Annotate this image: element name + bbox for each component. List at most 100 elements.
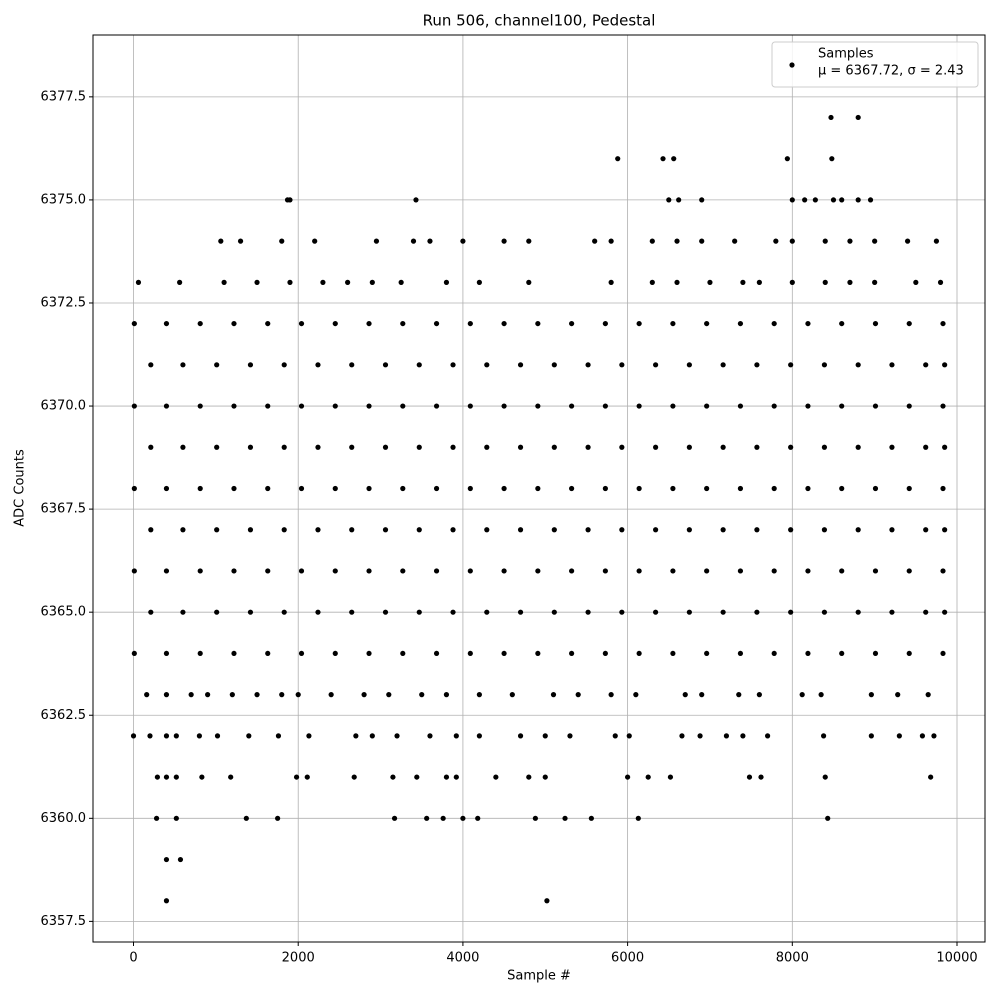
point xyxy=(625,774,631,780)
point xyxy=(585,609,591,615)
point xyxy=(889,444,895,450)
point xyxy=(163,650,170,657)
point xyxy=(940,403,946,409)
point xyxy=(180,444,186,450)
point xyxy=(551,527,557,533)
point xyxy=(720,444,726,450)
point xyxy=(424,815,430,821)
point xyxy=(147,733,153,739)
point xyxy=(484,444,490,450)
point xyxy=(214,733,221,739)
point xyxy=(382,527,389,533)
point xyxy=(484,609,490,615)
point xyxy=(535,650,541,657)
point xyxy=(867,197,874,203)
point xyxy=(275,815,281,821)
point xyxy=(351,774,357,780)
points xyxy=(130,114,948,904)
point xyxy=(416,362,422,368)
point xyxy=(720,362,726,368)
point xyxy=(676,197,682,203)
point xyxy=(670,403,676,409)
point xyxy=(821,444,828,450)
point xyxy=(163,774,170,780)
y-tick-label: 6365.0 xyxy=(41,605,87,620)
point xyxy=(484,527,490,533)
point xyxy=(400,568,406,574)
point xyxy=(697,733,703,739)
point xyxy=(214,444,220,450)
point xyxy=(636,568,642,574)
point xyxy=(670,568,676,574)
point xyxy=(602,320,608,327)
point xyxy=(332,403,338,409)
point xyxy=(855,527,861,533)
point xyxy=(788,609,794,615)
point xyxy=(413,197,419,203)
point xyxy=(295,692,301,698)
point xyxy=(199,774,205,780)
point xyxy=(315,362,321,368)
point xyxy=(820,733,827,739)
point xyxy=(427,238,433,244)
point xyxy=(517,609,524,615)
x-tick-label: 4000 xyxy=(446,951,479,966)
point xyxy=(942,362,948,368)
point xyxy=(737,403,744,409)
x-tick-label: 6000 xyxy=(611,951,644,966)
point xyxy=(315,444,321,450)
point xyxy=(180,609,186,615)
point xyxy=(353,733,359,739)
legend: Samples μ = 6367.72, σ = 2.43 xyxy=(771,41,979,88)
point xyxy=(416,609,422,615)
point xyxy=(443,774,450,780)
point xyxy=(872,403,879,409)
point xyxy=(366,485,372,492)
point xyxy=(328,692,334,698)
point xyxy=(366,568,372,574)
point xyxy=(602,650,608,657)
point xyxy=(636,650,642,657)
point xyxy=(501,568,507,574)
point xyxy=(904,238,911,244)
point xyxy=(281,362,287,368)
point xyxy=(484,362,490,368)
point xyxy=(670,650,676,657)
point xyxy=(764,733,771,739)
point xyxy=(720,527,726,533)
point xyxy=(925,692,931,698)
point xyxy=(265,485,271,492)
point xyxy=(839,650,845,657)
point xyxy=(699,197,705,203)
point xyxy=(771,568,777,574)
point xyxy=(526,238,532,244)
point xyxy=(619,527,625,533)
point xyxy=(467,650,473,657)
point xyxy=(517,527,524,533)
point xyxy=(433,650,440,657)
point xyxy=(788,362,794,368)
point xyxy=(460,238,466,244)
point xyxy=(674,238,680,244)
point xyxy=(653,609,659,615)
point xyxy=(293,774,300,780)
point xyxy=(400,320,406,327)
point xyxy=(332,650,338,657)
point xyxy=(163,320,170,327)
point xyxy=(699,238,705,244)
point xyxy=(369,733,375,739)
point xyxy=(197,650,203,657)
point xyxy=(382,362,389,368)
point xyxy=(942,609,948,615)
point xyxy=(349,609,355,615)
point xyxy=(855,114,861,121)
point xyxy=(214,609,220,615)
point xyxy=(872,238,878,244)
point xyxy=(923,362,929,368)
point xyxy=(704,485,710,492)
point xyxy=(821,609,828,615)
point xyxy=(369,279,375,285)
point xyxy=(686,362,692,368)
point xyxy=(822,279,828,285)
